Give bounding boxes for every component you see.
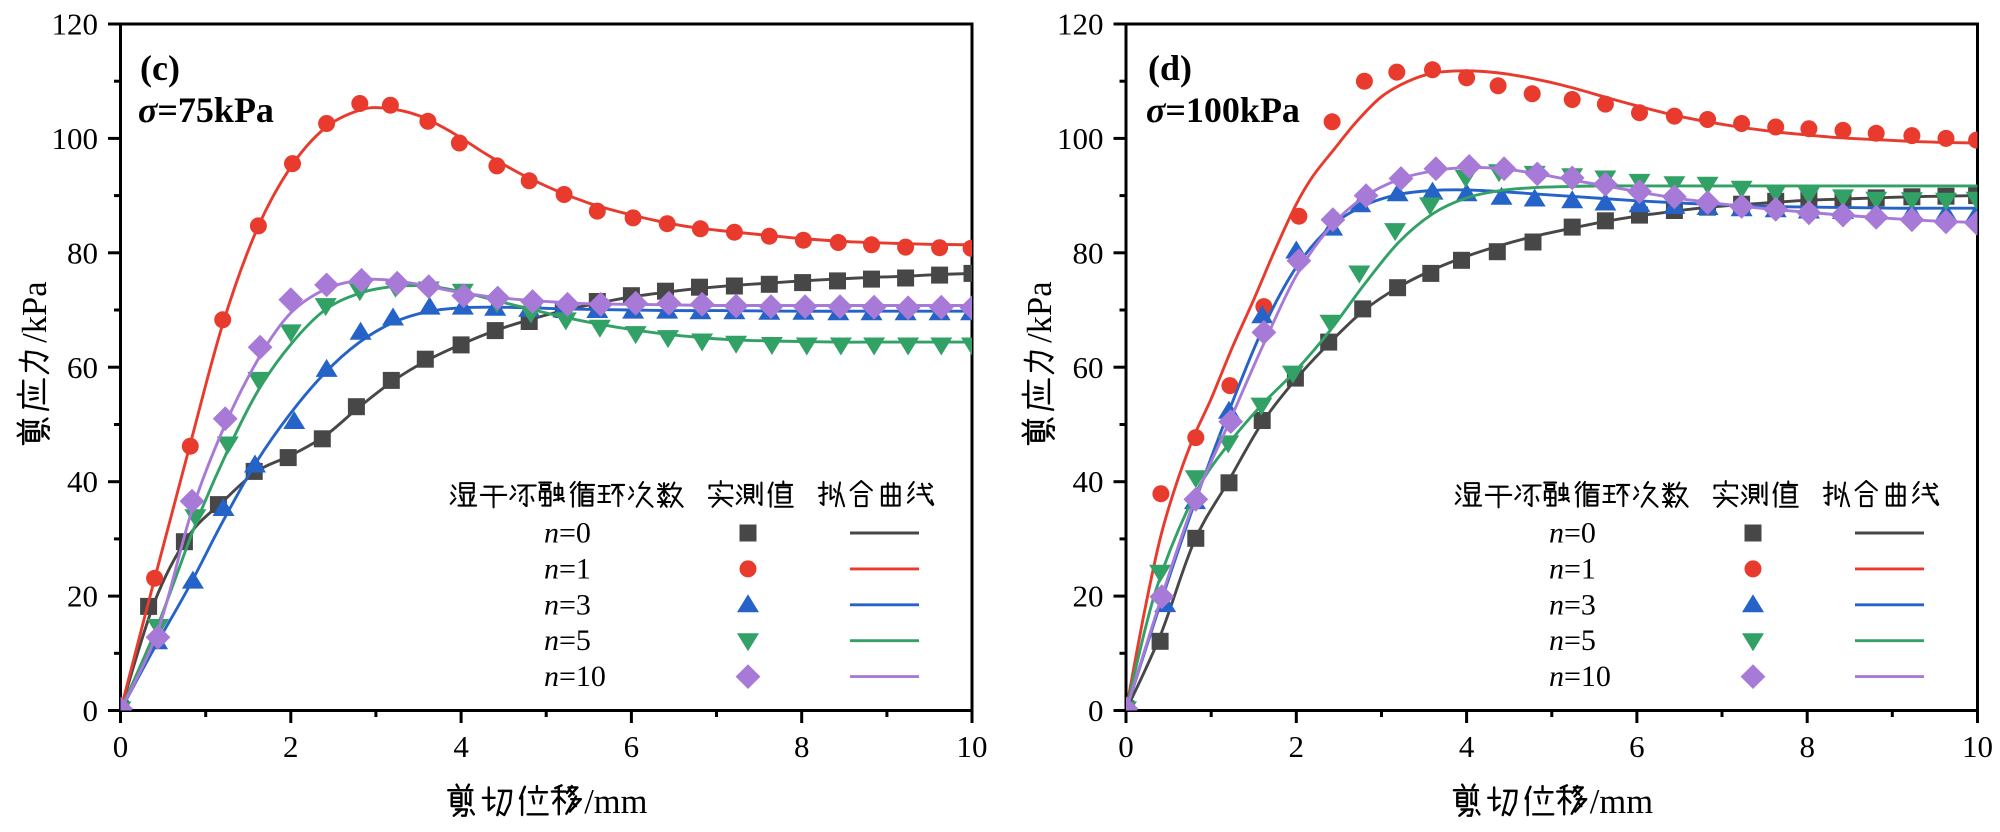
svg-text:σ=100kPa: σ=100kPa bbox=[1146, 90, 1300, 130]
svg-text:n=0: n=0 bbox=[1549, 517, 1596, 550]
svg-text:σ=75kPa: σ=75kPa bbox=[138, 90, 274, 130]
svg-text:/mm: /mm bbox=[1590, 783, 1653, 821]
svg-text:120: 120 bbox=[52, 7, 99, 42]
svg-text:0: 0 bbox=[113, 729, 129, 764]
svg-text:/mm: /mm bbox=[584, 783, 647, 821]
svg-text:20: 20 bbox=[67, 579, 98, 614]
svg-text:20: 20 bbox=[1073, 579, 1104, 614]
svg-text:8: 8 bbox=[794, 729, 810, 764]
svg-text:0: 0 bbox=[1118, 729, 1134, 764]
svg-text:80: 80 bbox=[1073, 235, 1104, 270]
svg-text:n=1: n=1 bbox=[1549, 552, 1596, 585]
svg-text:/kPa: /kPa bbox=[1021, 281, 1059, 342]
svg-text:6: 6 bbox=[624, 729, 640, 764]
svg-text:n=0: n=0 bbox=[544, 517, 591, 550]
svg-text:n=10: n=10 bbox=[1549, 660, 1611, 693]
svg-text:60: 60 bbox=[67, 350, 98, 385]
svg-text:0: 0 bbox=[83, 693, 99, 728]
svg-text:/kPa: /kPa bbox=[16, 281, 54, 342]
svg-text:n=1: n=1 bbox=[544, 552, 591, 585]
svg-text:n=3: n=3 bbox=[1549, 588, 1596, 621]
svg-text:(c): (c) bbox=[140, 48, 180, 88]
svg-text:4: 4 bbox=[453, 729, 469, 764]
svg-text:n=5: n=5 bbox=[1549, 624, 1596, 657]
svg-text:8: 8 bbox=[1799, 729, 1815, 764]
svg-text:n=3: n=3 bbox=[544, 588, 591, 621]
svg-text:40: 40 bbox=[67, 464, 98, 499]
svg-text:10: 10 bbox=[957, 729, 988, 764]
svg-text:4: 4 bbox=[1459, 729, 1475, 764]
svg-text:10: 10 bbox=[1962, 729, 1993, 764]
svg-text:n=5: n=5 bbox=[544, 624, 591, 657]
svg-text:60: 60 bbox=[1073, 350, 1104, 385]
svg-text:100: 100 bbox=[1057, 121, 1104, 156]
svg-text:40: 40 bbox=[1073, 464, 1104, 499]
svg-text:0: 0 bbox=[1088, 693, 1104, 728]
svg-text:(d): (d) bbox=[1148, 48, 1192, 88]
svg-text:6: 6 bbox=[1629, 729, 1645, 764]
svg-text:120: 120 bbox=[1057, 7, 1104, 42]
svg-text:n=10: n=10 bbox=[544, 660, 606, 693]
svg-text:80: 80 bbox=[67, 235, 98, 270]
svg-text:2: 2 bbox=[283, 729, 299, 764]
svg-text:100: 100 bbox=[52, 121, 99, 156]
svg-text:2: 2 bbox=[1289, 729, 1305, 764]
